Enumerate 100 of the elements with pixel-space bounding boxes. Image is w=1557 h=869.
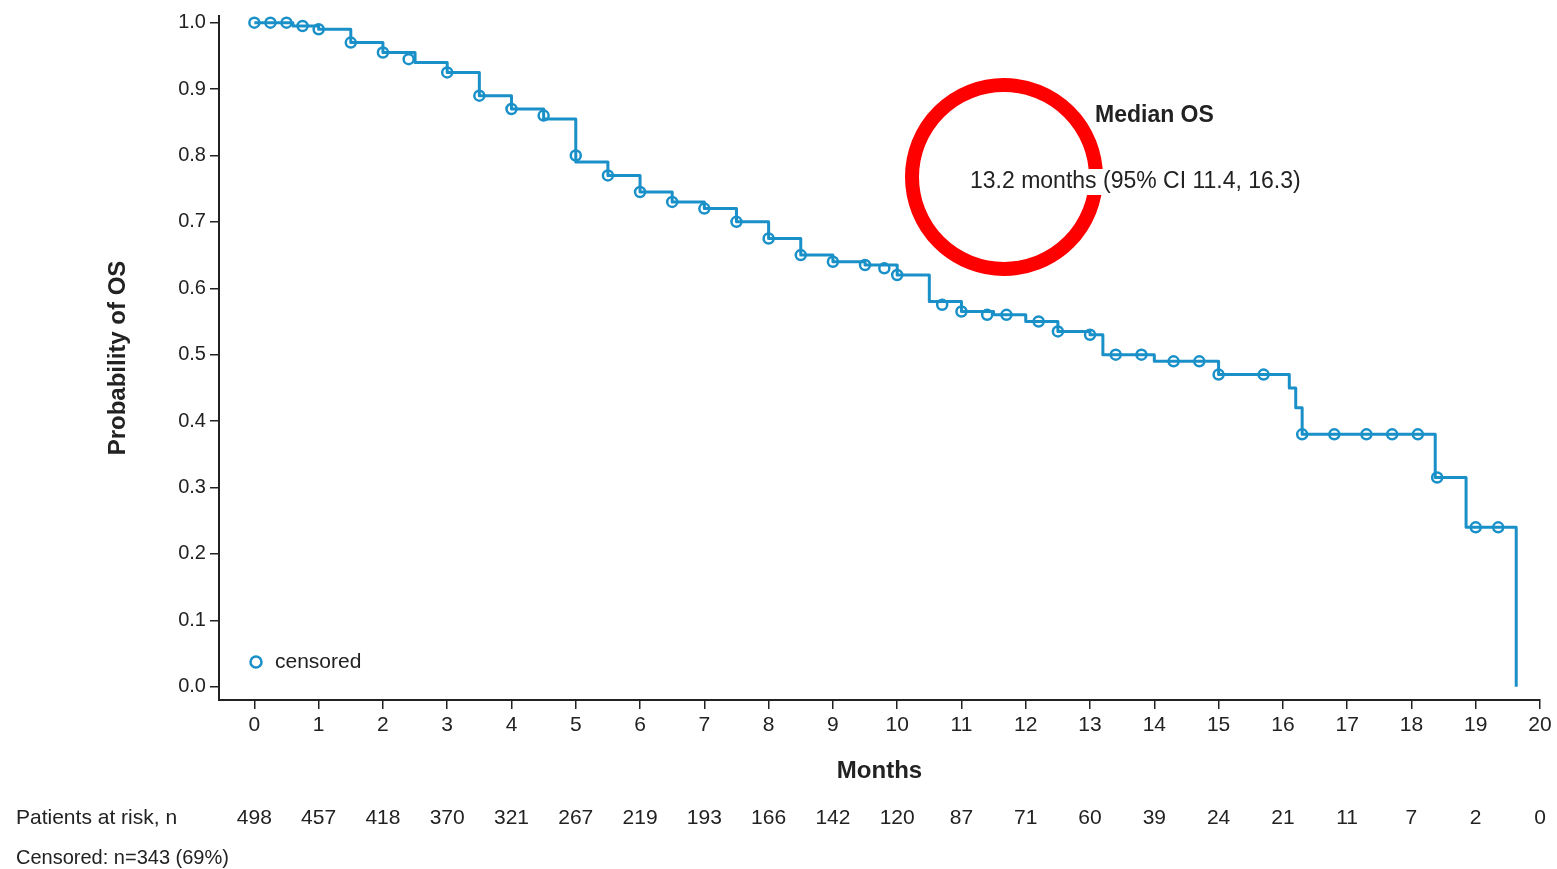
- x-tick-label: 2: [377, 712, 389, 736]
- point: [1032, 315, 1045, 328]
- x-tick-label: 17: [1335, 712, 1359, 736]
- x-tick-label: 0: [248, 712, 261, 736]
- point: [826, 255, 840, 268]
- y-axis-title: Probability of OS: [103, 260, 131, 456]
- point: [473, 89, 486, 102]
- text: 166: [751, 804, 787, 828]
- text: 321: [493, 804, 530, 828]
- x-tick-label: 10: [885, 712, 909, 736]
- x-tick-label: 7: [698, 712, 711, 736]
- y-tick-label: 0.4: [178, 408, 206, 431]
- text: 142: [815, 804, 851, 828]
- text: 24: [1206, 804, 1231, 828]
- point: [1360, 428, 1373, 441]
- point: [440, 66, 454, 79]
- y-tick-label: 0.3: [178, 475, 206, 498]
- text: 219: [622, 804, 658, 828]
- text: 60: [1078, 804, 1102, 828]
- x-tick-label: 3: [441, 712, 454, 736]
- text: 7: [1405, 804, 1418, 828]
- text: 2: [1469, 804, 1482, 828]
- point: [312, 23, 325, 36]
- y-tick-label: 0.2: [178, 541, 206, 564]
- point: [1257, 368, 1270, 381]
- y-tick-label: 0.1: [178, 607, 206, 630]
- point: [1328, 428, 1341, 441]
- point: [794, 248, 807, 262]
- point: [1212, 368, 1225, 381]
- point: [665, 195, 679, 209]
- point: [955, 305, 968, 318]
- legend-label: censored: [275, 648, 362, 672]
- point: [280, 16, 293, 29]
- y-tick-label: 0.5: [178, 342, 206, 365]
- text: Censored: n=343 (69%): [16, 845, 229, 868]
- x-tick-label: 11: [950, 712, 973, 736]
- x-tick-label: 1: [312, 712, 325, 736]
- text: 418: [365, 804, 401, 828]
- x-tick-label: 20: [1528, 712, 1552, 736]
- x-axis-title: Months: [836, 756, 923, 784]
- text: 498: [236, 804, 272, 828]
- point: [980, 308, 994, 322]
- y-tick-label: 0.6: [178, 275, 206, 298]
- point: [935, 298, 949, 312]
- point: [264, 16, 277, 29]
- y-tick-label: 0.9: [178, 76, 206, 99]
- point: [890, 268, 904, 282]
- point: [1135, 348, 1148, 361]
- text: 87: [949, 804, 974, 828]
- point: [505, 102, 518, 116]
- text: 11: [1336, 804, 1359, 828]
- x-tick-label: 12: [1014, 712, 1038, 736]
- text: 71: [1014, 804, 1038, 828]
- point: [537, 109, 550, 122]
- point: [1411, 428, 1425, 441]
- text: 21: [1271, 804, 1295, 828]
- text: 193: [686, 804, 722, 828]
- point: [344, 36, 358, 49]
- point: [730, 215, 743, 229]
- y-tick-label: 1.0: [178, 10, 206, 33]
- x-tick-label: 19: [1464, 712, 1488, 736]
- point: [296, 19, 309, 33]
- annotation: Median OS: [1095, 101, 1214, 128]
- x-tick-label: 16: [1271, 712, 1295, 736]
- text: 267: [558, 804, 594, 828]
- x-tick-label: 14: [1142, 712, 1167, 736]
- point: [878, 262, 891, 275]
- point: [1469, 521, 1482, 534]
- text: 457: [301, 804, 337, 828]
- text: Patients at risk, n: [16, 804, 178, 828]
- point: [248, 16, 261, 29]
- y-tick-label: 0.0: [178, 674, 206, 697]
- text: 370: [429, 804, 465, 828]
- point: [1385, 428, 1399, 441]
- text: 39: [1142, 804, 1166, 828]
- text: 0: [1534, 804, 1546, 828]
- point: [376, 46, 390, 59]
- x-tick-label: 4: [505, 712, 518, 736]
- point: [1491, 521, 1505, 534]
- y-tick-label: 0.7: [178, 209, 206, 232]
- x-tick-label: 18: [1399, 712, 1424, 736]
- point: [601, 169, 615, 182]
- point: [1083, 328, 1097, 342]
- x-tick-label: 13: [1078, 712, 1102, 736]
- point: [1295, 428, 1309, 441]
- point: [1430, 471, 1444, 484]
- text: 120: [879, 804, 915, 828]
- point: [633, 185, 647, 199]
- x-tick-label: 8: [762, 712, 775, 736]
- annotation: 13.2 months (95% CI 11.4, 16.3): [970, 167, 1301, 194]
- y-tick-label: 0.8: [178, 142, 206, 165]
- x-tick-label: 9: [827, 712, 839, 736]
- x-tick-label: 15: [1206, 712, 1231, 736]
- point: [402, 52, 415, 66]
- point: [1167, 355, 1180, 368]
- x-tick-label: 6: [634, 712, 646, 736]
- point: [1000, 308, 1013, 322]
- point: [1193, 355, 1206, 368]
- point: [1051, 325, 1065, 338]
- point: [1109, 348, 1122, 361]
